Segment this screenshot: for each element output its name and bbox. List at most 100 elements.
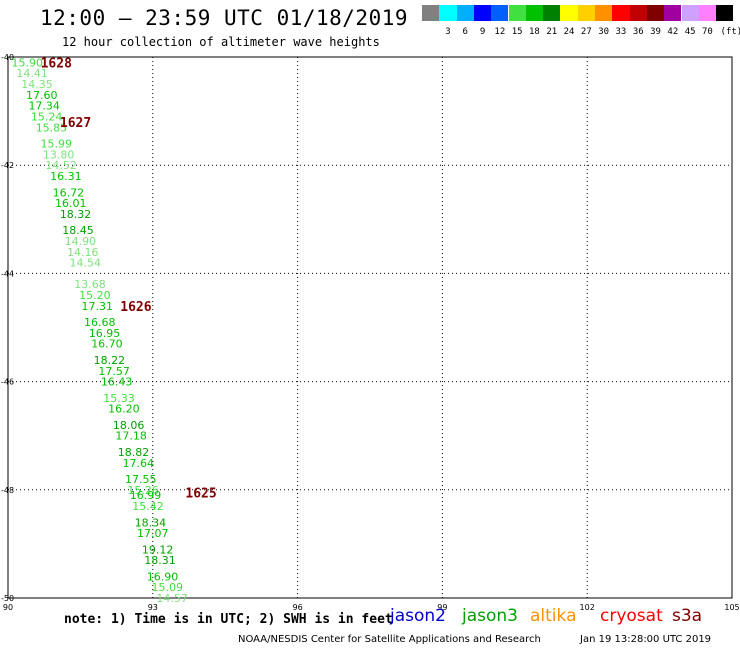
map-title: 12:00 – 23:59 UTC 01/18/2019: [40, 6, 409, 30]
legend-swatch: [508, 5, 526, 21]
legend-label: 45: [684, 27, 696, 37]
wave-height-label: 17.64: [123, 457, 155, 470]
wave-height-label: 14.16: [67, 246, 99, 259]
legend-label: 36: [632, 27, 644, 37]
wave-height-label: 18.45: [62, 224, 94, 237]
time-label: 1627: [60, 116, 91, 131]
wave-height-label: 17.18: [115, 430, 147, 443]
satellite-cryosat: cryosat: [600, 606, 663, 626]
x-tick-label: 102: [580, 603, 595, 612]
map-subtitle: 12 hour collection of altimeter wave hei…: [62, 35, 380, 49]
map-frame: [7, 56, 733, 599]
wave-height-label: 19.12: [142, 543, 174, 556]
wave-height-label: 16.68: [84, 316, 116, 329]
y-tick-label: -42: [1, 161, 14, 170]
time-label: 1628: [41, 56, 72, 71]
wave-height-label: 16.20: [108, 403, 140, 416]
legend-swatch: [716, 5, 734, 21]
wave-height-label: 15.33: [103, 392, 135, 405]
legend-swatch: [664, 5, 682, 21]
wave-height-label: 17.60: [26, 89, 58, 102]
x-tick-label: 96: [293, 603, 303, 612]
wave-height-label: 16.43: [101, 376, 133, 389]
legend-label: 39: [650, 27, 661, 37]
x-tick-label: 105: [724, 603, 739, 612]
x-tick-label: 99: [437, 603, 447, 612]
legend-swatch: [456, 5, 474, 21]
time-label: 1626: [120, 300, 151, 315]
time-label: 1625: [185, 487, 216, 502]
legend-label: 27: [580, 27, 592, 37]
legend-label: 9: [479, 27, 486, 37]
wave-height-label: 15.99: [41, 138, 73, 151]
legend-label: 42: [667, 27, 679, 37]
wave-height-label: 16.95: [89, 327, 121, 340]
satellite-jason2: jason2: [390, 606, 446, 626]
legend-swatch: [629, 5, 647, 21]
wave-height-label: 15.42: [132, 500, 164, 513]
wave-height-label: 15.20: [79, 289, 111, 302]
legend-label: 33: [615, 27, 627, 37]
y-tick-label: -44: [1, 269, 14, 278]
legend-swatch: [439, 5, 457, 21]
legend-swatch: [422, 5, 440, 21]
wave-height-label: 16.99: [130, 489, 162, 502]
wave-height-label: 16.01: [55, 197, 87, 210]
legend-label: 15: [511, 27, 523, 37]
satellite-altika: altika: [530, 606, 577, 626]
y-tick-label: -40: [1, 53, 14, 62]
wave-height-label: 13.80: [43, 148, 75, 161]
wave-height-label: 17.55: [125, 473, 157, 486]
legend-label: 12: [494, 27, 506, 37]
legend-label: 30: [598, 27, 610, 37]
wave-height-label: 14.35: [21, 78, 53, 91]
wave-height-label: 15.85: [36, 121, 68, 134]
legend-swatch: [698, 5, 717, 21]
y-tick-label: -48: [1, 486, 14, 495]
wave-height-label: 14.57: [156, 592, 188, 605]
wave-height-label: 14.90: [65, 235, 97, 248]
legend-unit: (ft): [720, 27, 740, 37]
wave-height-label: 18.06: [113, 419, 145, 432]
wave-height-label: 16.90: [147, 570, 179, 583]
legend-swatch: [681, 5, 699, 21]
generation-timestamp: Jan 19 13:28:00 UTC 2019: [580, 634, 712, 645]
satellite-jason3: jason3: [462, 606, 518, 626]
wave-height-label: 16.72: [53, 186, 85, 199]
wave-height-label: 17.57: [98, 365, 130, 378]
satellite-s3a: s3a: [672, 606, 703, 626]
legend-label: 70: [702, 27, 713, 37]
legend-swatch: [473, 5, 492, 21]
legend-label: 18: [529, 27, 540, 37]
wave-height-label: 18.82: [118, 446, 150, 459]
wave-height-label: 14.54: [69, 257, 101, 270]
wave-height-label: 15.09: [152, 581, 184, 594]
x-tick-label: 93: [148, 603, 158, 612]
wave-height-label: 17.07: [137, 527, 169, 540]
wave-height-label: 14.52: [45, 159, 77, 172]
legend-swatch: [560, 5, 578, 21]
legend-label: 3: [445, 27, 451, 37]
wave-height-label: 15.24: [31, 111, 63, 124]
wave-height-label: 16.70: [91, 338, 123, 351]
legend-swatch: [543, 5, 561, 21]
wave-height-label: 16.31: [50, 170, 82, 183]
y-tick-label: -50: [1, 594, 14, 603]
legend-swatch: [577, 5, 595, 21]
credit-line: NOAA/NESDIS Center for Satellite Applica…: [238, 634, 541, 645]
wave-height-label: 13.68: [74, 278, 106, 291]
wave-height-label: 18.31: [144, 554, 176, 567]
legend-label: 6: [462, 27, 468, 37]
legend-swatch: [612, 5, 630, 21]
legend-label: 24: [563, 27, 575, 37]
legend-swatch: [525, 5, 544, 21]
x-tick-label: 90: [3, 603, 13, 612]
y-tick-label: -46: [1, 378, 14, 387]
wave-height-label: 18.34: [135, 516, 167, 529]
footer-note: note: 1) Time is in UTC; 2) SWH is in fe…: [64, 612, 393, 627]
wave-height-label: 18.22: [94, 354, 126, 367]
legend-swatch: [595, 5, 613, 21]
wave-height-label: 18.32: [60, 208, 92, 221]
legend-label: 21: [546, 27, 558, 37]
